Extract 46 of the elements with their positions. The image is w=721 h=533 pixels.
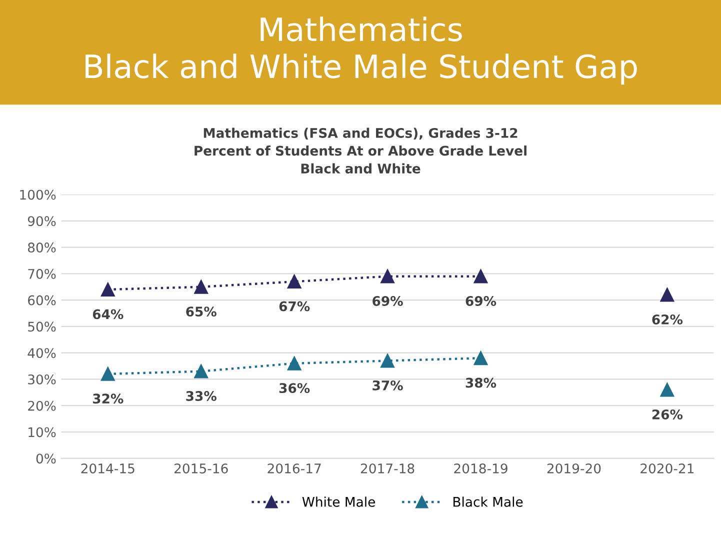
data-label: 69%: [466, 296, 496, 306]
x-tick-label: 2015-16: [174, 463, 228, 474]
y-tick-label: 50%: [28, 322, 56, 332]
data-label: 64%: [92, 309, 124, 320]
point: [380, 269, 394, 284]
data-label: 36%: [279, 383, 310, 394]
data-label: 67%: [279, 301, 310, 312]
chart-title: Mathematics Black and White Male Student Gap: [86, 16, 637, 85]
data-label: 26%: [652, 409, 683, 420]
point: [660, 382, 674, 397]
data-label: 33%: [186, 390, 216, 401]
data-label: 37%: [372, 380, 403, 390]
x-tick-label: 2014-15: [81, 463, 134, 474]
x-tick-label: 2020-21: [640, 463, 694, 474]
x-tick-label: 2016-17: [268, 463, 321, 474]
data-label: 62%: [652, 314, 683, 324]
legend-label: White Male: [302, 496, 375, 507]
point: [287, 274, 302, 289]
y-tick-label: 20%: [28, 400, 56, 411]
chart-subtitle: Mathematics (FSA and EOCs), Grades 3-12 Percent of Students At or Above Grade Level Black and White: [194, 128, 526, 174]
data-label: 38%: [466, 378, 496, 388]
x-tick-label: 2019-20: [547, 463, 601, 474]
y-tick-label: 40%: [28, 348, 56, 358]
y-tick-label: 0%: [36, 454, 56, 464]
point: [194, 364, 208, 378]
y-tick-label: 60%: [28, 295, 56, 306]
point: [194, 280, 208, 294]
data-label: 69%: [372, 296, 403, 306]
y-tick-label: 70%: [28, 268, 56, 279]
y-tick-label: 80%: [28, 242, 56, 253]
y-tick-label: 10%: [28, 427, 56, 438]
point: [660, 288, 674, 302]
y-tick-label: 90%: [28, 216, 56, 226]
data-label: 32%: [92, 394, 124, 404]
y-tick-label: 30%: [28, 374, 56, 384]
data-label: 65%: [186, 306, 216, 317]
legend-label: Black Male: [454, 496, 523, 507]
point: [287, 356, 302, 370]
x-tick-label: 2017-18: [360, 463, 414, 474]
point: [380, 354, 394, 368]
y-tick-label: 100%: [20, 190, 56, 200]
point: [474, 351, 488, 366]
point: [474, 269, 488, 284]
point: [100, 367, 115, 381]
point: [100, 282, 115, 296]
x-tick-label: 2018-19: [454, 463, 508, 474]
